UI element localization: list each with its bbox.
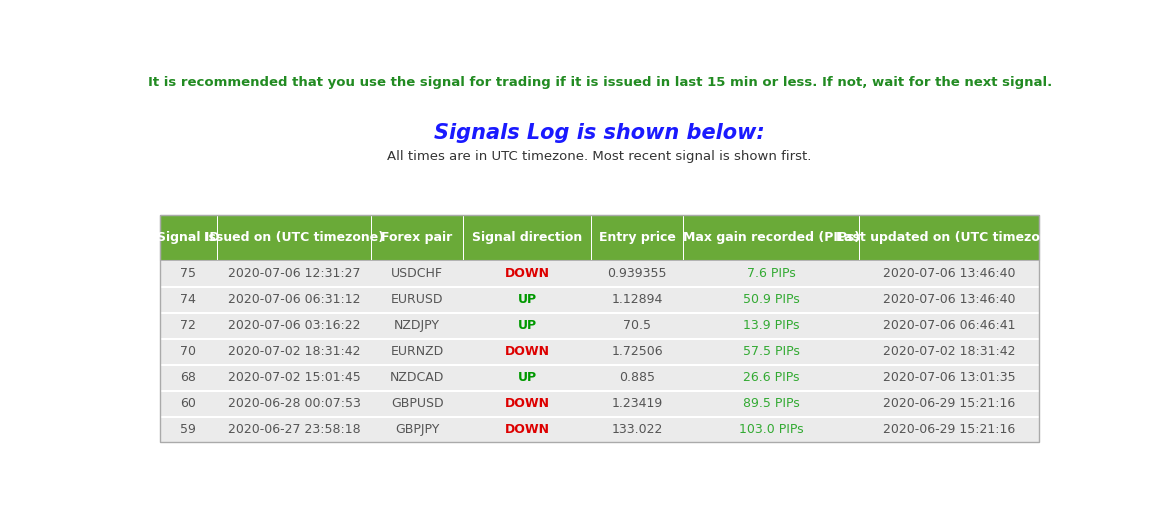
Bar [160, 287, 1039, 312]
Bar [160, 312, 1039, 313]
Text: Issued on (UTC timezone): Issued on (UTC timezone) [204, 232, 384, 244]
Text: 68: 68 [180, 371, 197, 384]
Bar [371, 215, 463, 261]
Text: 2020-07-06 12:31:27: 2020-07-06 12:31:27 [228, 267, 360, 280]
Text: 2020-07-06 06:31:12: 2020-07-06 06:31:12 [228, 293, 360, 306]
Text: 2020-07-06 06:46:41: 2020-07-06 06:46:41 [883, 319, 1016, 332]
Text: 133.022: 133.022 [611, 423, 662, 436]
Text: 13.9 PIPs: 13.9 PIPs [743, 319, 799, 332]
Text: Forex pair: Forex pair [381, 232, 453, 244]
Bar [160, 390, 1039, 392]
Bar [463, 215, 591, 261]
Bar [160, 390, 1039, 417]
Text: 74: 74 [180, 293, 197, 306]
Text: UP: UP [517, 371, 537, 384]
Text: 70: 70 [180, 345, 197, 358]
Text: 72: 72 [180, 319, 197, 332]
Text: NZDJPY: NZDJPY [394, 319, 440, 332]
Text: USDCHF: USDCHF [391, 267, 443, 280]
Text: DOWN: DOWN [504, 267, 550, 280]
Text: DOWN: DOWN [504, 397, 550, 410]
Text: 2020-07-02 15:01:45: 2020-07-02 15:01:45 [228, 371, 360, 384]
Text: EURNZD: EURNZD [391, 345, 443, 358]
Bar [160, 364, 1039, 390]
Bar [160, 417, 1039, 418]
Text: 2020-07-06 13:46:40: 2020-07-06 13:46:40 [883, 267, 1016, 280]
Text: 60: 60 [180, 397, 197, 410]
Bar [160, 215, 1039, 261]
Text: NZDCAD: NZDCAD [390, 371, 445, 384]
Text: 2020-07-06 03:16:22: 2020-07-06 03:16:22 [228, 319, 360, 332]
Text: 75: 75 [180, 267, 197, 280]
Text: 2020-06-27 23:58:18: 2020-06-27 23:58:18 [228, 423, 360, 436]
Bar [160, 215, 216, 261]
Bar [160, 364, 1039, 366]
Text: GBPUSD: GBPUSD [391, 397, 443, 410]
Bar [591, 215, 683, 261]
Bar [160, 417, 1039, 442]
Bar [160, 338, 1039, 339]
Text: Signal ID: Signal ID [157, 232, 220, 244]
Bar [160, 338, 1039, 364]
Text: 2020-06-28 00:07:53: 2020-06-28 00:07:53 [227, 397, 360, 410]
Text: 1.23419: 1.23419 [612, 397, 662, 410]
Text: Entry price: Entry price [599, 232, 675, 244]
Text: 2020-07-02 18:31:42: 2020-07-02 18:31:42 [228, 345, 360, 358]
Text: 70.5: 70.5 [622, 319, 651, 332]
Text: All times are in UTC timezone. Most recent signal is shown first.: All times are in UTC timezone. Most rece… [387, 150, 812, 163]
Text: EURUSD: EURUSD [391, 293, 443, 306]
Text: Max gain recorded (PIPs): Max gain recorded (PIPs) [682, 232, 860, 244]
Bar [160, 287, 1039, 288]
Bar [160, 261, 1039, 287]
Text: 89.5 PIPs: 89.5 PIPs [743, 397, 799, 410]
Bar [160, 215, 1039, 442]
Text: 50.9 PIPs: 50.9 PIPs [743, 293, 799, 306]
Text: 26.6 PIPs: 26.6 PIPs [743, 371, 799, 384]
Text: 2020-06-29 15:21:16: 2020-06-29 15:21:16 [883, 423, 1016, 436]
Text: 57.5 PIPs: 57.5 PIPs [743, 345, 799, 358]
Bar [216, 215, 371, 261]
Text: Signal direction: Signal direction [472, 232, 583, 244]
Text: DOWN: DOWN [504, 345, 550, 358]
Text: 2020-07-06 13:01:35: 2020-07-06 13:01:35 [883, 371, 1016, 384]
Text: 1.72506: 1.72506 [611, 345, 663, 358]
Bar [160, 312, 1039, 338]
Text: 2020-07-06 13:46:40: 2020-07-06 13:46:40 [883, 293, 1016, 306]
Text: GBPJPY: GBPJPY [395, 423, 439, 436]
Bar [859, 215, 1039, 261]
Text: 0.939355: 0.939355 [607, 267, 667, 280]
Text: 2020-06-29 15:21:16: 2020-06-29 15:21:16 [883, 397, 1016, 410]
Text: 103.0 PIPs: 103.0 PIPs [738, 423, 804, 436]
Text: 7.6 PIPs: 7.6 PIPs [746, 267, 796, 280]
Text: Signals Log is shown below:: Signals Log is shown below: [434, 123, 765, 143]
Bar [683, 215, 859, 261]
Text: Last updated on (UTC timezone): Last updated on (UTC timezone) [835, 232, 1062, 244]
Text: 0.885: 0.885 [619, 371, 655, 384]
Text: 1.12894: 1.12894 [611, 293, 662, 306]
Text: 2020-07-02 18:31:42: 2020-07-02 18:31:42 [883, 345, 1016, 358]
Text: 59: 59 [180, 423, 197, 436]
Text: It is recommended that you use the signal for trading if it is issued in last 15: It is recommended that you use the signa… [147, 76, 1052, 89]
Text: UP: UP [517, 293, 537, 306]
Text: DOWN: DOWN [504, 423, 550, 436]
Text: UP: UP [517, 319, 537, 332]
